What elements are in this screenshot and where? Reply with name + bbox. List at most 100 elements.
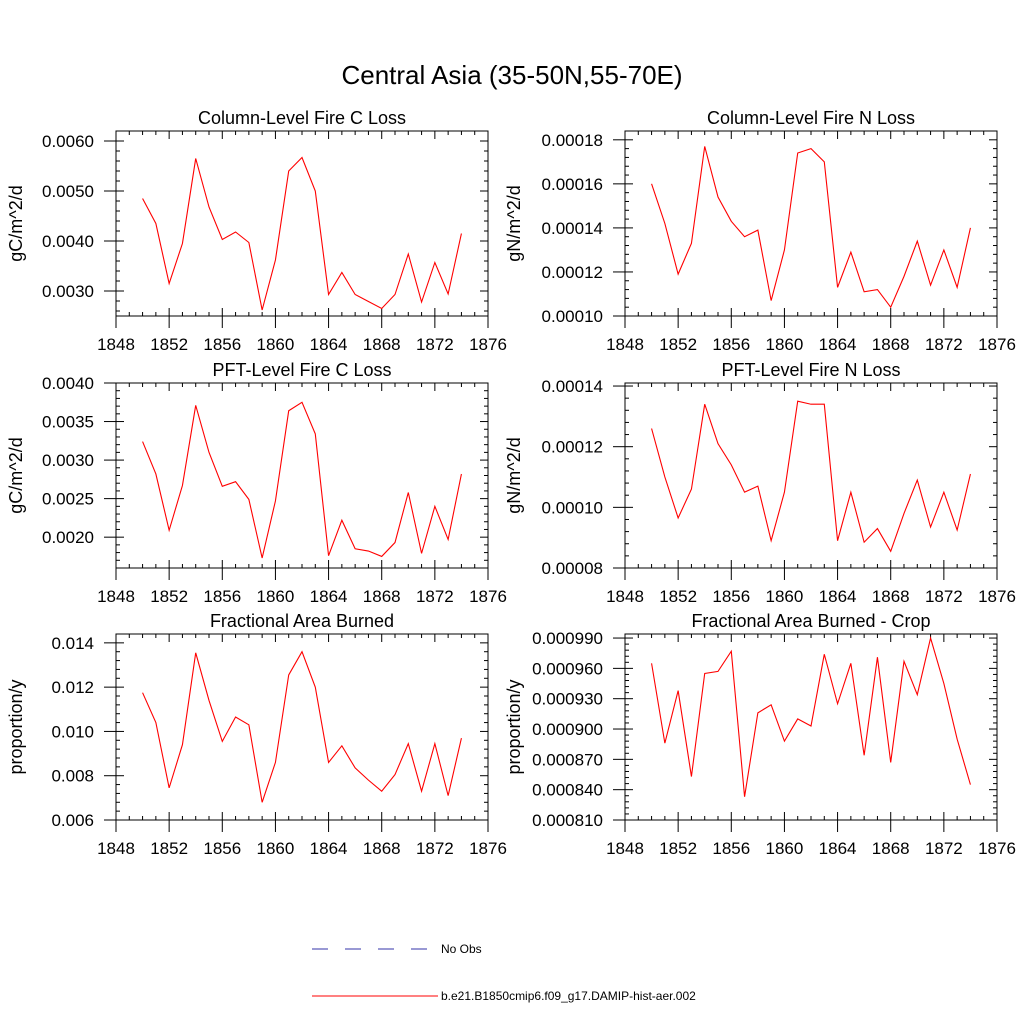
x-tick-label: 1848 (606, 335, 644, 354)
y-tick-label: 0.00012 (542, 263, 603, 282)
plot-frame (624, 130, 998, 317)
series-line-1 (142, 401, 462, 559)
x-tick-label: 1872 (416, 839, 454, 858)
y-axis-label: proportion/y (504, 679, 524, 774)
x-tick-label: 1860 (257, 335, 295, 354)
y-axis-label: gN/m^2/d (504, 437, 524, 513)
y-tick-label: 0.010 (51, 722, 94, 741)
x-tick-label: 1864 (819, 587, 857, 606)
y-tick-label: 0.0020 (42, 528, 94, 547)
x-tick-label: 1848 (606, 587, 644, 606)
x-tick-label: 1852 (150, 335, 188, 354)
y-tick-label: 0.008 (51, 767, 94, 786)
y-tick-label: 0.0050 (42, 182, 94, 201)
x-tick-label: 1860 (766, 587, 804, 606)
panel-6: Fractional Area Burned - Crop proportion/… (504, 611, 1016, 858)
y-tick-label: 0.00014 (542, 219, 603, 238)
panel-2: Column-Level Fire N Loss gN/m^2/d 1848 1852… (504, 108, 1016, 354)
panel-title: Column-Level Fire N Loss (707, 108, 915, 128)
panel-title: PFT-Level Fire N Loss (721, 360, 900, 380)
x-tick-label: 1864 (310, 839, 348, 858)
y-tick-label: 0.000900 (532, 720, 603, 739)
y-tick-label: 0.012 (51, 678, 94, 697)
y-tick-label: 0.0040 (42, 374, 94, 393)
panel-4: PFT-Level Fire N Loss gN/m^2/d 1848 1852 185… (504, 360, 1016, 606)
series-line-1 (142, 156, 462, 311)
figure-title: Central Asia (35-50N,55-70E) (341, 60, 682, 90)
x-tick-label: 1860 (257, 839, 295, 858)
x-tick-label: 1876 (469, 839, 507, 858)
y-tick-label: 0.000840 (532, 781, 603, 800)
legend: No Obs b.e21.B1850cmip6.f09_g17.DAMIP-hi… (312, 942, 696, 1003)
y-tick-label: 0.000930 (532, 690, 603, 709)
y-tick-label: 0.0030 (42, 282, 94, 301)
x-tick-label: 1876 (978, 587, 1016, 606)
x-tick-label: 1876 (469, 587, 507, 606)
x-tick-label: 1856 (203, 335, 241, 354)
x-tick-label: 1856 (712, 335, 750, 354)
y-tick-label: 0.00018 (542, 131, 603, 150)
series-line-1 (651, 635, 971, 797)
x-tick-label: 1852 (659, 587, 697, 606)
series-line-1 (651, 146, 971, 309)
x-tick-label: 1848 (97, 587, 135, 606)
series-line-1 (142, 650, 462, 803)
x-tick-label: 1852 (150, 839, 188, 858)
panel-title: PFT-Level Fire C Loss (212, 360, 391, 380)
x-tick-label: 1856 (712, 839, 750, 858)
x-tick-label: 1872 (925, 839, 963, 858)
panel-3: PFT-Level Fire C Loss gC/m^2/d 1848 1852 185… (6, 360, 507, 606)
x-tick-label: 1868 (363, 335, 401, 354)
series-line-1 (651, 400, 971, 553)
x-tick-label: 1860 (766, 335, 804, 354)
y-tick-label: 0.0040 (42, 232, 94, 251)
x-tick-label: 1864 (819, 335, 857, 354)
y-axis-label: gN/m^2/d (504, 185, 524, 261)
y-axis-label: gC/m^2/d (6, 437, 26, 513)
x-tick-label: 1856 (712, 587, 750, 606)
y-tick-label: 0.0030 (42, 451, 94, 470)
x-tick-label: 1868 (363, 839, 401, 858)
plot-frame (115, 633, 489, 821)
y-tick-label: 0.00016 (542, 175, 603, 194)
x-tick-label: 1856 (203, 587, 241, 606)
plot-frame (624, 382, 998, 569)
y-tick-label: 0.0060 (42, 132, 94, 151)
x-tick-label: 1872 (416, 335, 454, 354)
y-tick-label: 0.0035 (42, 413, 94, 432)
y-tick-label: 0.006 (51, 811, 94, 830)
y-tick-label: 0.014 (51, 634, 94, 653)
x-tick-label: 1872 (416, 587, 454, 606)
panel-5: Fractional Area Burned proportion/y 1848 18… (6, 611, 507, 858)
legend-model-label: b.e21.B1850cmip6.f09_g17.DAMIP-hist-aer.… (441, 989, 696, 1003)
x-tick-label: 1860 (766, 839, 804, 858)
x-tick-label: 1868 (872, 839, 910, 858)
plot-frame (624, 633, 998, 821)
y-axis-label: proportion/y (6, 679, 26, 774)
x-tick-label: 1848 (606, 839, 644, 858)
panel-1: Column-Level Fire C Loss gC/m^2/d 1848 1852… (6, 108, 507, 354)
y-tick-label: 0.000990 (532, 629, 603, 648)
y-tick-label: 0.000960 (532, 659, 603, 678)
x-tick-label: 1848 (97, 839, 135, 858)
x-tick-label: 1872 (925, 587, 963, 606)
x-tick-label: 1876 (978, 839, 1016, 858)
x-tick-label: 1868 (872, 587, 910, 606)
x-tick-label: 1864 (819, 839, 857, 858)
y-tick-label: 0.000810 (532, 811, 603, 830)
panel-title: Column-Level Fire C Loss (198, 108, 406, 128)
x-tick-label: 1856 (203, 839, 241, 858)
panels: Column-Level Fire C Loss gC/m^2/d 1848 1852… (6, 108, 1016, 858)
panel-title: Fractional Area Burned (210, 611, 394, 631)
panel-title: Fractional Area Burned - Crop (691, 611, 930, 631)
plot-frame (115, 382, 489, 569)
legend-obs-label: No Obs (441, 942, 482, 956)
x-tick-label: 1872 (925, 335, 963, 354)
y-axis-label: gC/m^2/d (6, 185, 26, 261)
x-tick-label: 1852 (659, 335, 697, 354)
x-tick-label: 1868 (872, 335, 910, 354)
y-tick-label: 0.0025 (42, 490, 94, 509)
x-tick-label: 1876 (978, 335, 1016, 354)
x-tick-label: 1864 (310, 335, 348, 354)
